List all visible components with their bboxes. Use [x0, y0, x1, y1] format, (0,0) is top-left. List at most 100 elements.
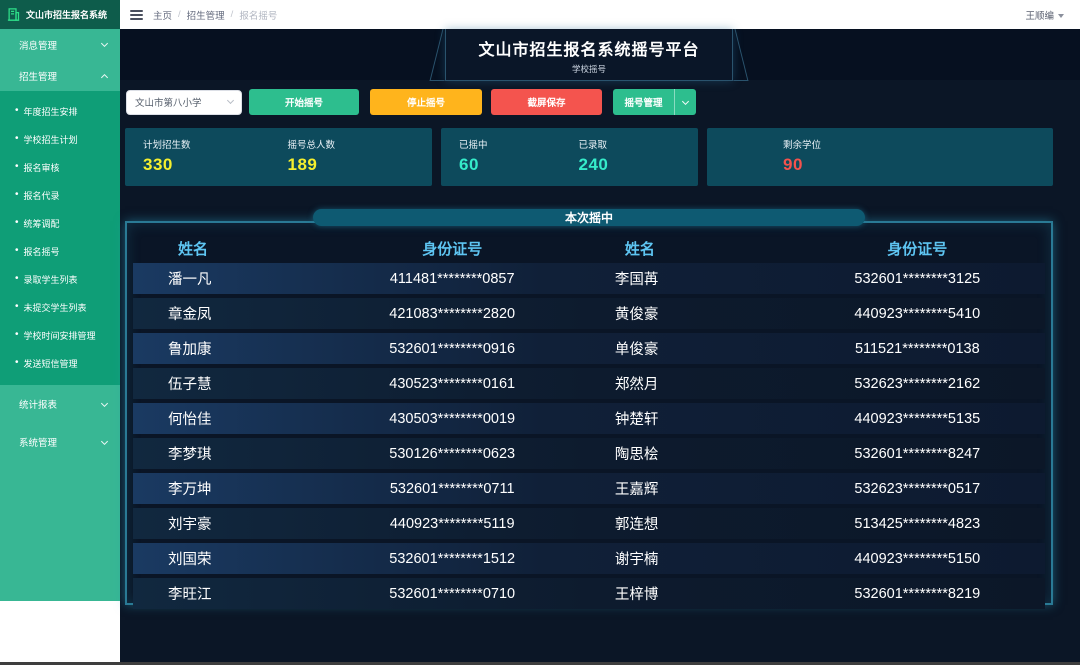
cell-name: 李国苒	[614, 272, 659, 288]
cell-name: 李万坤	[168, 482, 212, 498]
cell-id: 532601********8247	[854, 445, 981, 462]
breadcrumb-current: 报名摇号	[239, 10, 278, 22]
user-menu[interactable]: 王顺编	[1025, 8, 1064, 22]
cell-name: 谢宇楠	[614, 552, 659, 568]
sidebar-section-label: 系统管理	[19, 438, 58, 449]
cell-id: 430503********0019	[389, 410, 516, 427]
stop-lottery-button[interactable]: 停止摇号	[370, 89, 482, 115]
user-name: 王顺编	[1025, 10, 1054, 22]
cell-id: 440923********5135	[854, 410, 981, 427]
bullet-icon: •	[15, 245, 19, 256]
screenshot-save-button[interactable]: 截屏保存	[491, 89, 602, 115]
sidebar-menu: 文山市招生报名系统 消息管理 招生管理 • 年度招生安排 • 学校招生计划 • 报名审…	[0, 0, 120, 601]
cell-name: 刘宇豪	[168, 517, 212, 533]
column-header-id: 身份证号	[422, 240, 483, 258]
stat-card-drawn: 已摇中 60 已录取 240	[441, 128, 698, 186]
sidebar-section-admissions[interactable]: 招生管理	[0, 60, 120, 91]
cell-name: 陶思桧	[614, 447, 659, 463]
chevron-down-icon	[681, 97, 690, 105]
cell-name: 伍子慧	[168, 377, 212, 393]
breadcrumb: 主页 / 招生管理 / 报名摇号	[153, 8, 277, 22]
lottery-results-section: 本次摇中 姓名 身份证号 姓名 身份证号 潘一凡 411481********0…	[125, 209, 1053, 609]
bullet-icon: •	[15, 329, 19, 340]
cell-name: 李旺江	[168, 587, 212, 603]
sidebar-section-label: 招生管理	[19, 71, 58, 83]
stat-total-participants: 摇号总人数 189	[288, 137, 433, 186]
collapse-menu-icon[interactable]	[130, 9, 143, 20]
bullet-icon: •	[15, 273, 19, 284]
stat-card-plan: 计划招生数 330 摇号总人数 189	[125, 128, 432, 186]
cell-id: 532601********3125	[854, 270, 981, 287]
sidebar-item-annual-plan[interactable]: • 年度招生安排	[0, 97, 120, 125]
sidebar-item-school-plan[interactable]: • 学校招生计划	[0, 125, 120, 153]
stat-value: 90	[783, 155, 803, 174]
column-header-id: 身份证号	[887, 240, 948, 258]
cell-id: 440923********5119	[389, 515, 515, 532]
sidebar-section-messages[interactable]: 消息管理	[0, 29, 120, 60]
banner-box: 文山市招生报名系统摇号平台 学校摇号	[445, 29, 733, 81]
sidebar-item-lottery[interactable]: • 报名摇号	[0, 237, 120, 265]
content: 文山市招生报名系统摇号平台 学校摇号 文山市第八小学 开始摇号 停止摇号 截屏保…	[120, 29, 1080, 665]
sidebar-submenu: • 年度招生安排 • 学校招生计划 • 报名审核 • 报名代录 • 统筹调配 • 报名摇号 …	[0, 91, 120, 385]
table-row: 李万坤 532601********0711 王嘉辉 532623*******…	[133, 473, 1045, 504]
stat-label: 摇号总人数	[287, 140, 336, 151]
cell-id: 440923********5150	[854, 550, 981, 567]
stat-value: 60	[459, 155, 479, 174]
sidebar-item-schedule-mgmt[interactable]: • 学校时间安排管理	[0, 321, 120, 349]
sidebar-item-label: 报名代录	[23, 190, 60, 201]
bottom-edge-strip	[0, 662, 1080, 665]
sidebar-item-proxy-entry[interactable]: • 报名代录	[0, 181, 120, 209]
sidebar-item-admitted-list[interactable]: • 录取学生列表	[0, 265, 120, 293]
sidebar-item-label: 统筹调配	[23, 218, 60, 229]
sidebar-section-system[interactable]: 系统管理	[0, 423, 120, 461]
lottery-manage-button[interactable]: 摇号管理	[624, 98, 663, 109]
cell-id: 532601********0916	[389, 340, 516, 357]
stat-admitted: 已录取 240	[579, 137, 699, 186]
table-row: 何怡佳 430503********0019 钟楚轩 440923*******…	[133, 403, 1045, 434]
start-lottery-button[interactable]: 开始摇号	[249, 89, 359, 115]
bullet-icon: •	[15, 217, 19, 228]
table-row: 鲁加康 532601********0916 单俊豪 511521*******…	[133, 333, 1045, 364]
table-row: 潘一凡 411481********0857 李国苒 532601*******…	[133, 263, 1045, 294]
stat-card-remaining: 剩余学位 90	[707, 128, 1053, 186]
cell-id: 532601********8219	[854, 585, 981, 602]
stat-value: 240	[578, 155, 609, 174]
chevron-down-icon	[226, 96, 235, 105]
cell-name: 章金凤	[168, 307, 212, 323]
bullet-icon: •	[15, 161, 19, 172]
sidebar-item-unsubmitted-list[interactable]: • 未提交学生列表	[0, 293, 120, 321]
results-title-wrap: 本次摇中	[125, 209, 1053, 226]
breadcrumb-separator: /	[178, 9, 181, 20]
sidebar-section-label: 消息管理	[19, 40, 58, 52]
building-logo-icon	[7, 8, 20, 21]
table-row: 李梦琪 530126********0623 陶思桧 532601*******…	[133, 438, 1045, 469]
cell-id: 532601********0711	[389, 480, 515, 497]
sidebar-item-allocation[interactable]: • 统筹调配	[0, 209, 120, 237]
cell-name: 郭连想	[614, 517, 659, 533]
table-header-row: 姓名 身份证号 姓名 身份证号	[133, 233, 1045, 263]
sidebar-item-label: 录取学生列表	[23, 274, 78, 285]
sidebar-section-reports[interactable]: 统计报表	[0, 385, 120, 423]
sidebar-item-review[interactable]: • 报名审核	[0, 153, 120, 181]
lottery-manage-dropdown-toggle[interactable]	[674, 89, 696, 115]
cell-id: 532601********0710	[389, 585, 516, 602]
school-select[interactable]: 文山市第八小学	[126, 89, 242, 115]
breadcrumb-home[interactable]: 主页	[153, 10, 173, 22]
breadcrumb-admissions[interactable]: 招生管理	[186, 10, 225, 22]
cell-name: 李梦琪	[168, 447, 212, 463]
results-title-pill: 本次摇中	[313, 209, 865, 226]
sidebar: 文山市招生报名系统 消息管理 招生管理 • 年度招生安排 • 学校招生计划 • 报名审…	[0, 0, 120, 665]
school-select-value: 文山市第八小学	[135, 98, 202, 109]
bullet-icon: •	[15, 189, 19, 200]
chevron-down-icon	[100, 39, 109, 48]
chevron-up-icon	[100, 73, 109, 81]
column-header-name: 姓名	[178, 240, 209, 258]
cell-name: 钟楚轩	[614, 412, 659, 428]
bullet-icon: •	[15, 301, 19, 312]
sidebar-item-sms-mgmt[interactable]: • 发送短信管理	[0, 349, 120, 377]
stat-drawn: 已摇中 60	[459, 137, 579, 186]
toolbar: 文山市第八小学 开始摇号 停止摇号 截屏保存 摇号管理	[126, 89, 1053, 115]
cell-id: 532623********2162	[854, 375, 981, 392]
cell-name: 郑然月	[614, 377, 659, 393]
